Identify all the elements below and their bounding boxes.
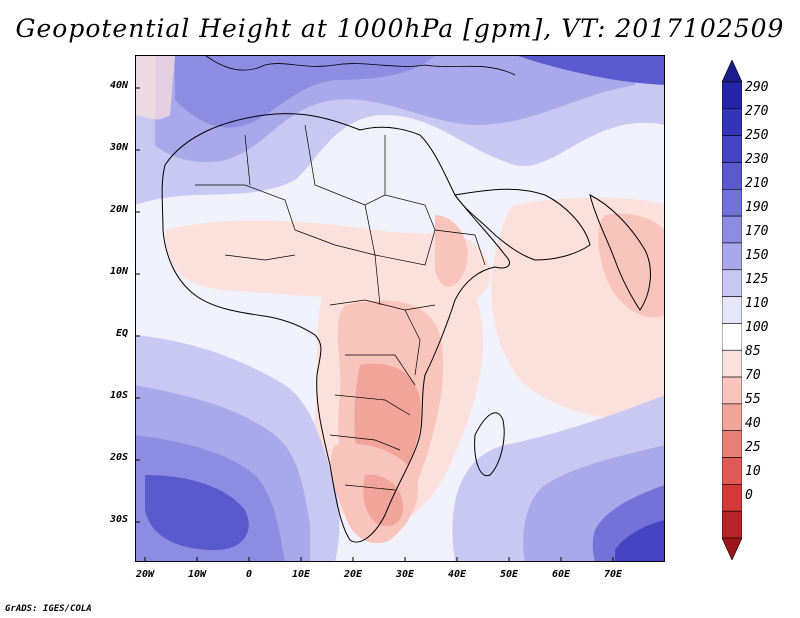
lon-label: 50E bbox=[499, 569, 519, 580]
map-border bbox=[135, 55, 665, 562]
northwest-low-patch bbox=[135, 55, 175, 120]
lon-label: 10E bbox=[291, 569, 311, 580]
colorbar-label: 0 bbox=[745, 488, 753, 503]
lon-label: 10W bbox=[187, 569, 207, 580]
colorbar-cell bbox=[722, 349, 742, 378]
lon-label: 40E bbox=[447, 569, 467, 580]
colorbar-label: 190 bbox=[745, 200, 769, 215]
height-field-map bbox=[135, 55, 665, 562]
colorbar-cell bbox=[722, 162, 742, 190]
colorbar-label: 110 bbox=[745, 296, 769, 311]
colorbar-cell bbox=[722, 457, 742, 485]
colorbar-cell bbox=[722, 510, 742, 539]
arabia-coastline bbox=[454, 188, 591, 261]
colorbar-label: 25 bbox=[745, 440, 761, 455]
colorbar-cell bbox=[722, 296, 742, 324]
lat-label: EQ bbox=[115, 328, 128, 339]
colorbar-cell bbox=[722, 108, 742, 136]
colorbar-cell bbox=[722, 323, 742, 351]
colorbar-cell bbox=[722, 215, 742, 244]
colorbar-label: 170 bbox=[745, 224, 769, 239]
colorbar-label: 150 bbox=[745, 248, 769, 263]
colorbar-cell bbox=[722, 60, 742, 83]
colorbar-cell bbox=[722, 242, 742, 271]
colorbar-cell bbox=[722, 135, 742, 163]
south-atlantic-high-core bbox=[145, 475, 249, 550]
colorbar-cell bbox=[722, 430, 742, 458]
colorbar-label: 270 bbox=[745, 104, 769, 119]
colorbar-label: 250 bbox=[745, 128, 769, 143]
lon-label: 30E bbox=[395, 569, 415, 580]
colorbar-label: 10 bbox=[745, 464, 761, 479]
map-title: Geopotential Height at 1000hPa [gpm], VT… bbox=[15, 14, 785, 43]
lat-label: 20N bbox=[109, 204, 128, 215]
europe-coastline bbox=[204, 55, 516, 76]
colorbar-label: 230 bbox=[745, 152, 769, 167]
lat-label: 10N bbox=[109, 266, 128, 277]
lon-label: 20E bbox=[343, 569, 363, 580]
colorbar bbox=[722, 60, 742, 560]
map-frame bbox=[135, 55, 665, 562]
colorbar-cell bbox=[722, 269, 742, 297]
lat-label: 20S bbox=[109, 452, 128, 463]
colorbar-label: 100 bbox=[745, 320, 769, 335]
lon-label: 0 bbox=[245, 569, 253, 580]
colorbar-cell bbox=[722, 81, 742, 110]
colorbar-label: 290 bbox=[745, 80, 769, 95]
africa-coastline bbox=[161, 113, 510, 543]
colorbar-cell bbox=[722, 484, 742, 512]
lat-label: 30N bbox=[109, 142, 128, 153]
lat-label: 40N bbox=[109, 80, 128, 91]
colorbar-label: 85 bbox=[745, 344, 761, 359]
north-high-core bbox=[175, 55, 435, 128]
lon-label: 20W bbox=[135, 569, 155, 580]
india-coastline bbox=[589, 194, 651, 311]
colorbar-label: 210 bbox=[745, 176, 769, 191]
colorbar-cell bbox=[722, 403, 742, 432]
colorbar-cell bbox=[722, 537, 742, 560]
northeast-high-core bbox=[515, 55, 665, 85]
colorbar-label: 55 bbox=[745, 392, 761, 407]
lon-label: 70E bbox=[603, 569, 623, 580]
lat-label: 10S bbox=[109, 390, 128, 401]
lon-label: 60E bbox=[551, 569, 571, 580]
credit-text: GrADS: IGES/COLA bbox=[5, 604, 92, 614]
colorbar-label: 125 bbox=[745, 272, 769, 287]
madagascar-coastline bbox=[474, 412, 505, 477]
colorbar-label: 40 bbox=[745, 416, 761, 431]
colorbar-cells bbox=[722, 60, 742, 560]
country-borders bbox=[195, 124, 486, 491]
colorbar-cell bbox=[722, 188, 742, 217]
lat-label: 30S bbox=[109, 514, 128, 525]
colorbar-cell bbox=[722, 376, 742, 405]
south-indian-high-core bbox=[615, 520, 665, 562]
colorbar-label: 70 bbox=[745, 368, 761, 383]
